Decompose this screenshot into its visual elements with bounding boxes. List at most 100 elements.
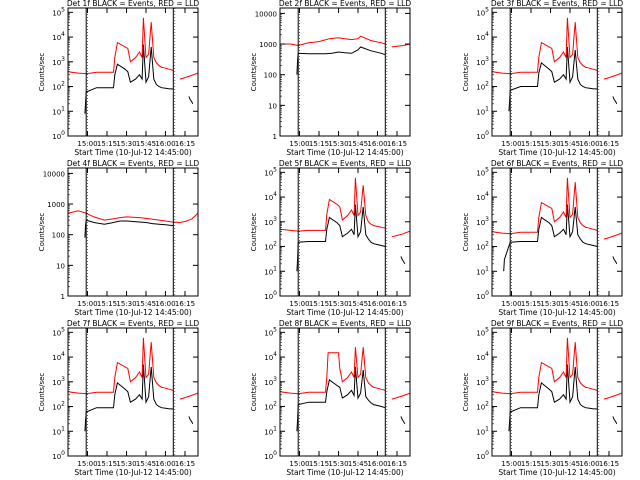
x-axis-label: Start Time (10-Jul-12 14:45:00) [74, 308, 191, 317]
y-tick-label: 1 [61, 293, 65, 301]
y-axis-label: Counts/sec [250, 53, 258, 92]
panel-det-1: Det 1f BLACK = Events, RED = LLD 100 101 10… [38, 0, 199, 157]
x-tick-label: 15:30 [328, 140, 348, 148]
series-line-events [508, 46, 598, 112]
y-tick-label: 10000 [255, 10, 277, 18]
x-tick-label: 16:15 [599, 140, 619, 148]
x-tick-label: 15:15 [309, 460, 329, 468]
y-tick-label: 101 [52, 105, 65, 116]
series-line-events [84, 219, 174, 238]
y-tick-label: 104 [476, 31, 489, 42]
x-tick-label: 15:00 [289, 140, 309, 148]
series-line-events [296, 46, 386, 75]
axes-frame [67, 327, 199, 457]
y-tick-label: 1000 [259, 41, 277, 49]
y-axis-label: Counts/sec [38, 373, 46, 412]
y-tick-label: 102 [476, 81, 489, 92]
panel-title: Det 8f BLACK = Events, RED = LLD [279, 319, 412, 328]
x-axis-label: Start Time (10-Jul-12 14:45:00) [74, 468, 191, 477]
series-line-lld [492, 17, 598, 75]
panel-det-7: Det 7f BLACK = Events, RED = LLD 100 101 10… [38, 319, 199, 477]
axes-frame [67, 7, 199, 137]
plot-area [280, 177, 410, 272]
y-tick-label: 104 [264, 351, 277, 362]
plot-area [68, 337, 198, 432]
x-tick-label: 15:00 [501, 460, 521, 468]
y-tick-label: 105 [264, 166, 277, 177]
series-line-lld [280, 347, 386, 395]
series-line-lld [68, 17, 174, 75]
y-tick-label: 105 [264, 326, 277, 337]
y-tick-label: 105 [52, 326, 65, 337]
y-tick-label: 101 [264, 425, 277, 436]
y-tick-label: 10000 [43, 170, 65, 178]
y-axis-label: Counts/sec [250, 213, 258, 252]
panel-title: Det 4f BLACK = Events, RED = LLD [67, 159, 200, 168]
series-line-lld [68, 337, 174, 395]
x-tick-label: 15:45 [560, 460, 580, 468]
x-tick-label: 16:15 [175, 300, 195, 308]
x-tick-label: 15:15 [97, 140, 117, 148]
y-tick-label: 101 [52, 425, 65, 436]
series-line-events [296, 204, 386, 272]
panel-det-2: Det 2f BLACK = Events, RED = LLD 1 10 100 10… [250, 0, 411, 157]
x-tick-label: 16:15 [599, 460, 619, 468]
series-line-events [612, 416, 618, 425]
x-tick-label: 16:00 [579, 460, 599, 468]
plot-area [68, 210, 198, 238]
y-tick-label: 1000 [47, 201, 65, 209]
x-tick-label: 15:30 [540, 300, 560, 308]
y-tick-label: 101 [476, 425, 489, 436]
series-line-lld [179, 72, 198, 80]
x-tick-label: 16:00 [155, 300, 175, 308]
y-tick-label: 102 [476, 241, 489, 252]
x-tick-label: 15:45 [348, 140, 368, 148]
axes-frame [491, 7, 623, 137]
series-line-lld [492, 177, 598, 235]
x-tick-label: 16:15 [175, 460, 195, 468]
x-tick-label: 15:15 [97, 460, 117, 468]
y-tick-label: 100 [476, 450, 489, 461]
panel-title: Det 7f BLACK = Events, RED = LLD [67, 319, 200, 328]
plot-area [280, 347, 410, 432]
series-line-events [400, 256, 406, 265]
panel-det-9: Det 9f BLACK = Events, RED = LLD 100 101 10… [462, 319, 623, 477]
y-axis-label: Counts/sec [462, 213, 470, 252]
x-tick-label: 15:45 [560, 300, 580, 308]
axes-frame [279, 167, 411, 297]
series-line-lld [280, 177, 386, 232]
panel-title: Det 9f BLACK = Events, RED = LLD [491, 319, 624, 328]
series-line-lld [603, 392, 622, 400]
x-tick-label: 16:15 [599, 300, 619, 308]
x-axis-label: Start Time (10-Jul-12 14:45:00) [74, 148, 191, 157]
y-tick-label: 104 [476, 191, 489, 202]
panel-title: Det 6f BLACK = Events, RED = LLD [491, 159, 624, 168]
y-tick-label: 105 [476, 6, 489, 17]
y-axis-label: Counts/sec [38, 213, 46, 252]
y-tick-label: 100 [264, 72, 277, 80]
y-tick-label: 104 [476, 351, 489, 362]
series-line-lld [179, 392, 198, 400]
x-tick-label: 15:45 [560, 140, 580, 148]
series-line-events [503, 204, 598, 272]
x-tick-label: 15:30 [540, 140, 560, 148]
y-tick-label: 100 [476, 130, 489, 141]
series-line-events [508, 364, 598, 432]
panel-det-8: Det 8f BLACK = Events, RED = LLD 100 101 10… [250, 319, 411, 477]
y-tick-label: 105 [476, 166, 489, 177]
y-tick-label: 104 [52, 351, 65, 362]
panel-title: Det 1f BLACK = Events, RED = LLD [67, 0, 200, 8]
y-tick-label: 104 [52, 31, 65, 42]
x-tick-label: 15:15 [521, 140, 541, 148]
y-tick-label: 1 [273, 133, 277, 141]
x-tick-label: 16:15 [387, 460, 407, 468]
x-tick-label: 16:00 [155, 460, 175, 468]
x-tick-label: 15:30 [540, 460, 560, 468]
x-axis-label: Start Time (10-Jul-12 14:45:00) [286, 308, 403, 317]
y-tick-label: 103 [476, 216, 489, 227]
x-tick-label: 15:00 [501, 140, 521, 148]
x-tick-label: 15:00 [77, 140, 97, 148]
x-axis-label: Start Time (10-Jul-12 14:45:00) [498, 468, 615, 477]
x-tick-label: 15:00 [77, 460, 97, 468]
